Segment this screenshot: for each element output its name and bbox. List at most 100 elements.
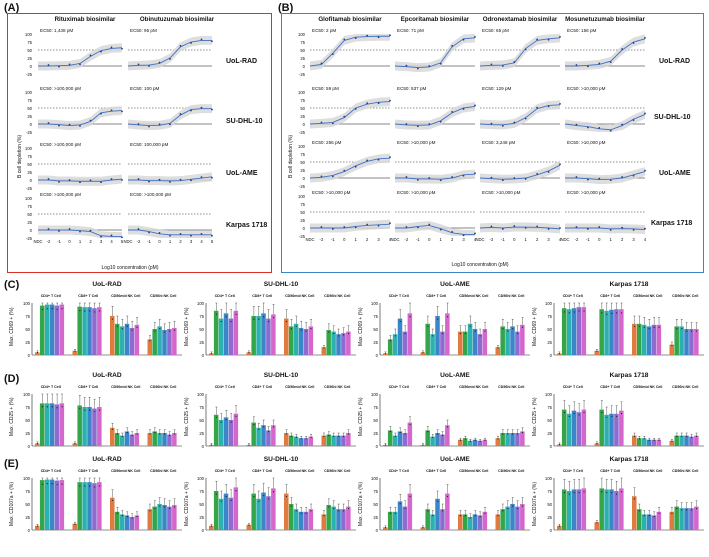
panel-a-row-label-su-dhl-10: SU-DHL-10: [226, 118, 263, 125]
panel-e-dot-3-2-2: [643, 515, 645, 517]
panel-b-data-point-r0-c0-3: [343, 38, 346, 41]
panel-c-bar-1-0-5: [233, 310, 239, 355]
panel-b-data-point-r2-c2-6: [547, 171, 550, 173]
panel-c-dot-3-0-4: [578, 310, 580, 312]
panel-a-data-point-r2-c0-2: [58, 181, 60, 183]
panel-c-dot-2-3-3: [512, 328, 514, 330]
panel-c-dot-3-0-1: [563, 311, 565, 313]
panel-a-ec50-r1-c1: EC50: 100 pM: [130, 86, 160, 91]
panel-e-dot-3-3-2: [681, 509, 683, 511]
panel-d-group-label-1-3: CD56hi NK Cell: [324, 385, 351, 389]
panel-a-data-point-r2-c1-7: [200, 176, 203, 179]
panel-d-bar-2-0-5: [407, 422, 413, 446]
panel-e-bar-0-3-4: [167, 506, 172, 530]
panel-b-data-point-r2-c2-7: [559, 163, 561, 166]
panel-c-bar-2-1-1: [425, 323, 430, 355]
panel-e-dot-2-1-4: [442, 510, 444, 512]
panel-b-ec50-r0-c3: EC50: 156 pM: [567, 28, 597, 33]
panel-e-dot-0-2-1: [116, 512, 118, 514]
panel-a-data-point-r3-c1-4: [169, 234, 171, 237]
panel-c-bar-0-3-0: [147, 339, 153, 355]
panel-d-bar-3-0-2: [566, 413, 572, 446]
panel-d-bar-3-0-1: [561, 409, 567, 446]
panel-b-fit-curve-r2-c1: [395, 173, 476, 180]
panel-d-group-label-2-2: CD56mid NK Cell: [459, 385, 489, 389]
panel-a-data-point-r0-c1-5: [179, 44, 182, 47]
panel-b-data-point-r2-c3-4: [609, 179, 612, 182]
panel-b-data-point-r1-c3-1: [575, 123, 578, 126]
panel-e-dot-0-0-5: [61, 483, 63, 485]
panel-d-bar-2-2-2: [467, 440, 473, 446]
panel-e-bar-3-3-0: [669, 511, 675, 530]
panel-d-dot-1-1-2: [258, 428, 260, 430]
panel-b-data-point-r2-c2-5: [536, 172, 539, 175]
panel-e-dot-2-3-1: [502, 510, 504, 512]
panel-e-bar-2-1-0: [420, 527, 426, 530]
panel-e-ytick-3-3: 25: [547, 514, 552, 520]
panel-d-bar-3-3-3: [684, 435, 689, 446]
panel-b-data-point-r0-c1-1: [405, 64, 408, 67]
panel-c-bar-1-0-4: [228, 318, 234, 355]
panel-d-bar-2-0-2: [392, 435, 398, 446]
panel-b-data-point-r2-c2-1: [490, 176, 493, 179]
panel-d-dot-2-2-5: [484, 439, 486, 441]
panel-e-bar-2-1-4: [440, 509, 445, 530]
panel-e-bar-3-0-2: [566, 491, 572, 530]
panel-a-data-point-r1-c0-4: [79, 125, 81, 127]
panel-e-bar-2-0-0: [383, 527, 388, 530]
panel-e-dot-1-2-2: [295, 510, 297, 512]
panel-d-bar-1-3-2: [331, 435, 336, 446]
panel-a-ec50-r0-c0: EC50: 1,438 pM: [40, 28, 74, 33]
panel-b-data-point-r1-c1-1: [405, 123, 408, 125]
panel-c-dot-3-3-3: [686, 330, 688, 332]
panel-c-bar-0-2-3: [124, 323, 130, 355]
panel-d-dot-1-2-2: [295, 436, 297, 438]
panel-b-data-point-r0-c0-6: [377, 36, 380, 39]
panel-b-data-point-r3-c3-5: [621, 226, 624, 229]
panel-c-bar-0-3-5: [172, 327, 177, 355]
panel-b-xtick-c0-3: 0: [343, 237, 346, 242]
panel-d-bar-0-3-4: [167, 434, 172, 446]
panel-e-ytick-3-4: 0: [549, 527, 552, 533]
panel-b-data-point-r3-c0-7: [389, 222, 391, 225]
panel-c-bar-2-1-2: [430, 334, 435, 355]
panel-b-data-point-r2-c2-4: [524, 178, 527, 180]
panel-a-data-point-r2-c0-5: [89, 179, 92, 182]
panel-e-ytick-3-0: 100: [545, 475, 552, 481]
panel-letter-d: (D): [4, 373, 20, 385]
panel-a-row-label-uol-rad: UoL-RAD: [226, 58, 258, 65]
panel-d-dot-3-0-0: [558, 443, 561, 446]
panel-b-data-point-r1-c3-7: [644, 112, 646, 115]
panel-d-dot-2-3-3: [512, 433, 514, 435]
panel-d-bar-2-2-1: [462, 438, 468, 446]
panel-c-dot-3-3-4: [691, 330, 693, 332]
panel-d-dot-3-2-3: [648, 439, 650, 441]
panel-c-bar-1-0-0: [209, 353, 214, 355]
panel-c-bar-0-2-5: [134, 324, 140, 355]
panel-c-bar-2-2-3: [472, 329, 478, 355]
panel-c-dot-1-1-0: [248, 352, 250, 354]
panel-b-data-point-r0-c3-4: [609, 61, 612, 64]
panel-c-ytick-2-3: 25: [373, 339, 378, 345]
panel-a-ci-band-r2-c1: [128, 172, 212, 186]
panel-e-bar-1-3-1: [326, 505, 331, 530]
panel-b-data-point-r0-c1-7: [474, 35, 476, 38]
panel-a-data-point-r2-c1-6: [190, 179, 192, 182]
panel-c-group-label-3-2: CD56mid NK Cell: [633, 294, 663, 298]
panel-a-data-point-r3-c0-4: [79, 230, 81, 233]
panel-b-data-point-r2-c0-5: [366, 159, 369, 162]
panel-d-dot-3-2-4: [653, 439, 655, 441]
panel-e-dot-0-2-2: [121, 515, 123, 517]
panel-e-dot-3-0-5: [583, 491, 585, 493]
panel-a-data-point-r2-c0-6: [100, 181, 102, 184]
panel-e-dot-0-0-1: [41, 483, 43, 485]
panel-d-dot-0-3-4: [169, 434, 171, 437]
panel-b-data-point-r0-c3-3: [598, 62, 601, 65]
panel-c-dot-1-1-3: [263, 316, 265, 318]
panel-b-xtick-c3-1: -2: [574, 237, 579, 242]
panel-e-ytick-2-1: 75: [373, 488, 378, 494]
panel-d-group-label-1-2: CD56mid NK Cell: [285, 385, 315, 389]
panel-e-dot-3-1-2: [606, 492, 608, 494]
panel-e-dot-1-1-5: [272, 491, 275, 493]
panel-e-dot-1-3-3: [338, 510, 340, 512]
